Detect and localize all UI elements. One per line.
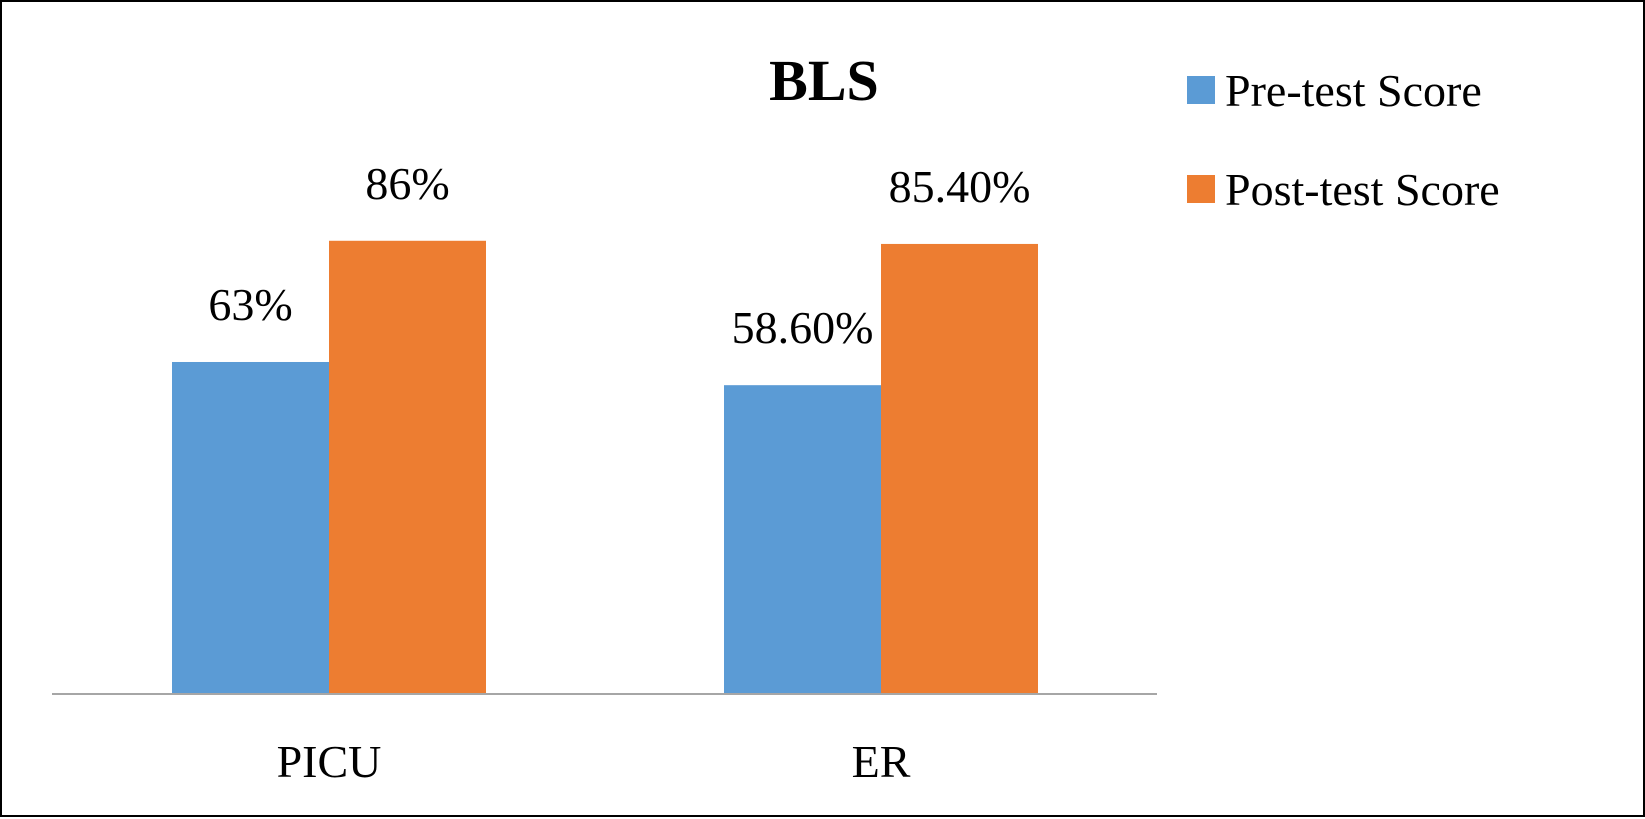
- legend-label-post: Post-test Score: [1225, 164, 1500, 215]
- bar-er-pre: [724, 385, 881, 694]
- data-label-picu-post: 86%: [365, 158, 449, 209]
- chart-title: BLS: [769, 48, 879, 113]
- legend-label-pre: Pre-test Score: [1225, 65, 1482, 116]
- data-labels-group: 63% 58.60% 86% 85.40%: [208, 158, 1030, 353]
- bars-group: [172, 240, 1038, 694]
- category-labels-group: PICU ER: [277, 736, 911, 787]
- legend: Pre-test Score Post-test Score: [1187, 65, 1500, 215]
- data-label-er-post: 85.40%: [889, 161, 1031, 212]
- category-label-picu: PICU: [277, 736, 382, 787]
- legend-swatch-pre: [1187, 76, 1215, 104]
- legend-swatch-post: [1187, 175, 1215, 203]
- data-label-picu-pre: 63%: [208, 279, 292, 330]
- bar-picu-post: [329, 240, 486, 694]
- category-label-er: ER: [852, 736, 911, 787]
- bar-picu-pre: [172, 361, 329, 694]
- bar-er-post: [881, 243, 1038, 694]
- data-label-er-pre: 58.60%: [732, 302, 874, 353]
